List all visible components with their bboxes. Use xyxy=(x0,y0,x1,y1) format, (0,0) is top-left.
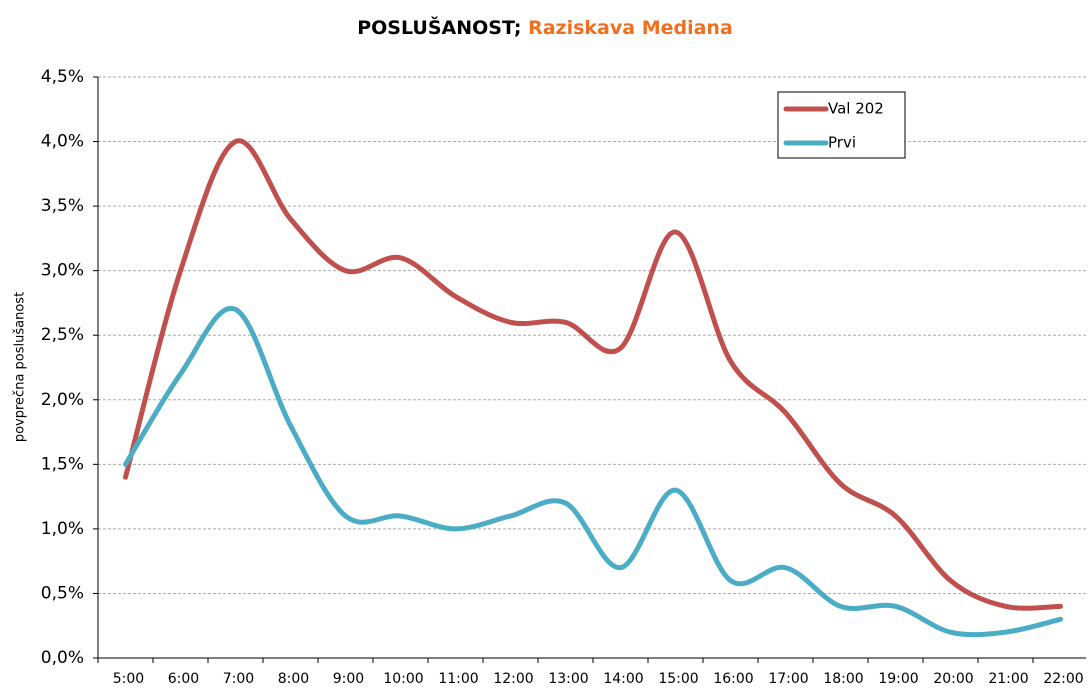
subtitle: Raziskava Mediana xyxy=(528,17,733,39)
x-tick-label: 5:00 xyxy=(113,671,144,687)
y-tick-label: 4,5% xyxy=(41,67,84,87)
x-tick-label: 22:00 xyxy=(1043,671,1083,687)
y-tick-label: 4,0% xyxy=(41,132,84,152)
y-tick-label: 1,0% xyxy=(41,519,84,539)
x-tick-label: 14:00 xyxy=(603,671,643,687)
x-tick-label: 16:00 xyxy=(713,671,753,687)
y-tick-label: 3,0% xyxy=(41,261,84,281)
x-tick-label: 18:00 xyxy=(823,671,863,687)
y-tick-label: 3,5% xyxy=(41,196,84,216)
legend-label: Val 202 xyxy=(828,100,884,118)
x-tick-label: 17:00 xyxy=(768,671,808,687)
y-tick-label: 2,0% xyxy=(41,390,84,410)
x-tick-label: 20:00 xyxy=(933,671,973,687)
y-tick-label: 1,5% xyxy=(41,454,84,474)
x-tick-label: 9:00 xyxy=(333,671,364,687)
y-tick-label: 0,0% xyxy=(41,648,84,668)
y-axis-label: povprečna poslušanost xyxy=(13,292,28,442)
y-tick-label: 2,5% xyxy=(41,325,84,345)
legend-box xyxy=(777,91,906,159)
x-tick-label: 6:00 xyxy=(168,671,199,687)
legend-label: Prvi xyxy=(828,134,856,152)
x-tick-label: 15:00 xyxy=(658,671,698,687)
x-tick-label: 12:00 xyxy=(493,671,533,687)
x-tick-label: 7:00 xyxy=(223,671,254,687)
x-tick-label: 8:00 xyxy=(278,671,309,687)
title: POSLUŠANOST; xyxy=(357,15,521,39)
x-tick-label: 11:00 xyxy=(438,671,478,687)
x-tick-label: 13:00 xyxy=(548,671,588,687)
series-line xyxy=(123,305,1063,638)
x-tick-label: 19:00 xyxy=(878,671,918,687)
chart-title: POSLUŠANOST; Raziskava Mediana xyxy=(357,15,733,39)
series-line xyxy=(123,138,1063,611)
x-tick-label: 21:00 xyxy=(988,671,1028,687)
y-tick-label: 0,5% xyxy=(41,583,84,603)
x-tick-label: 10:00 xyxy=(383,671,423,687)
